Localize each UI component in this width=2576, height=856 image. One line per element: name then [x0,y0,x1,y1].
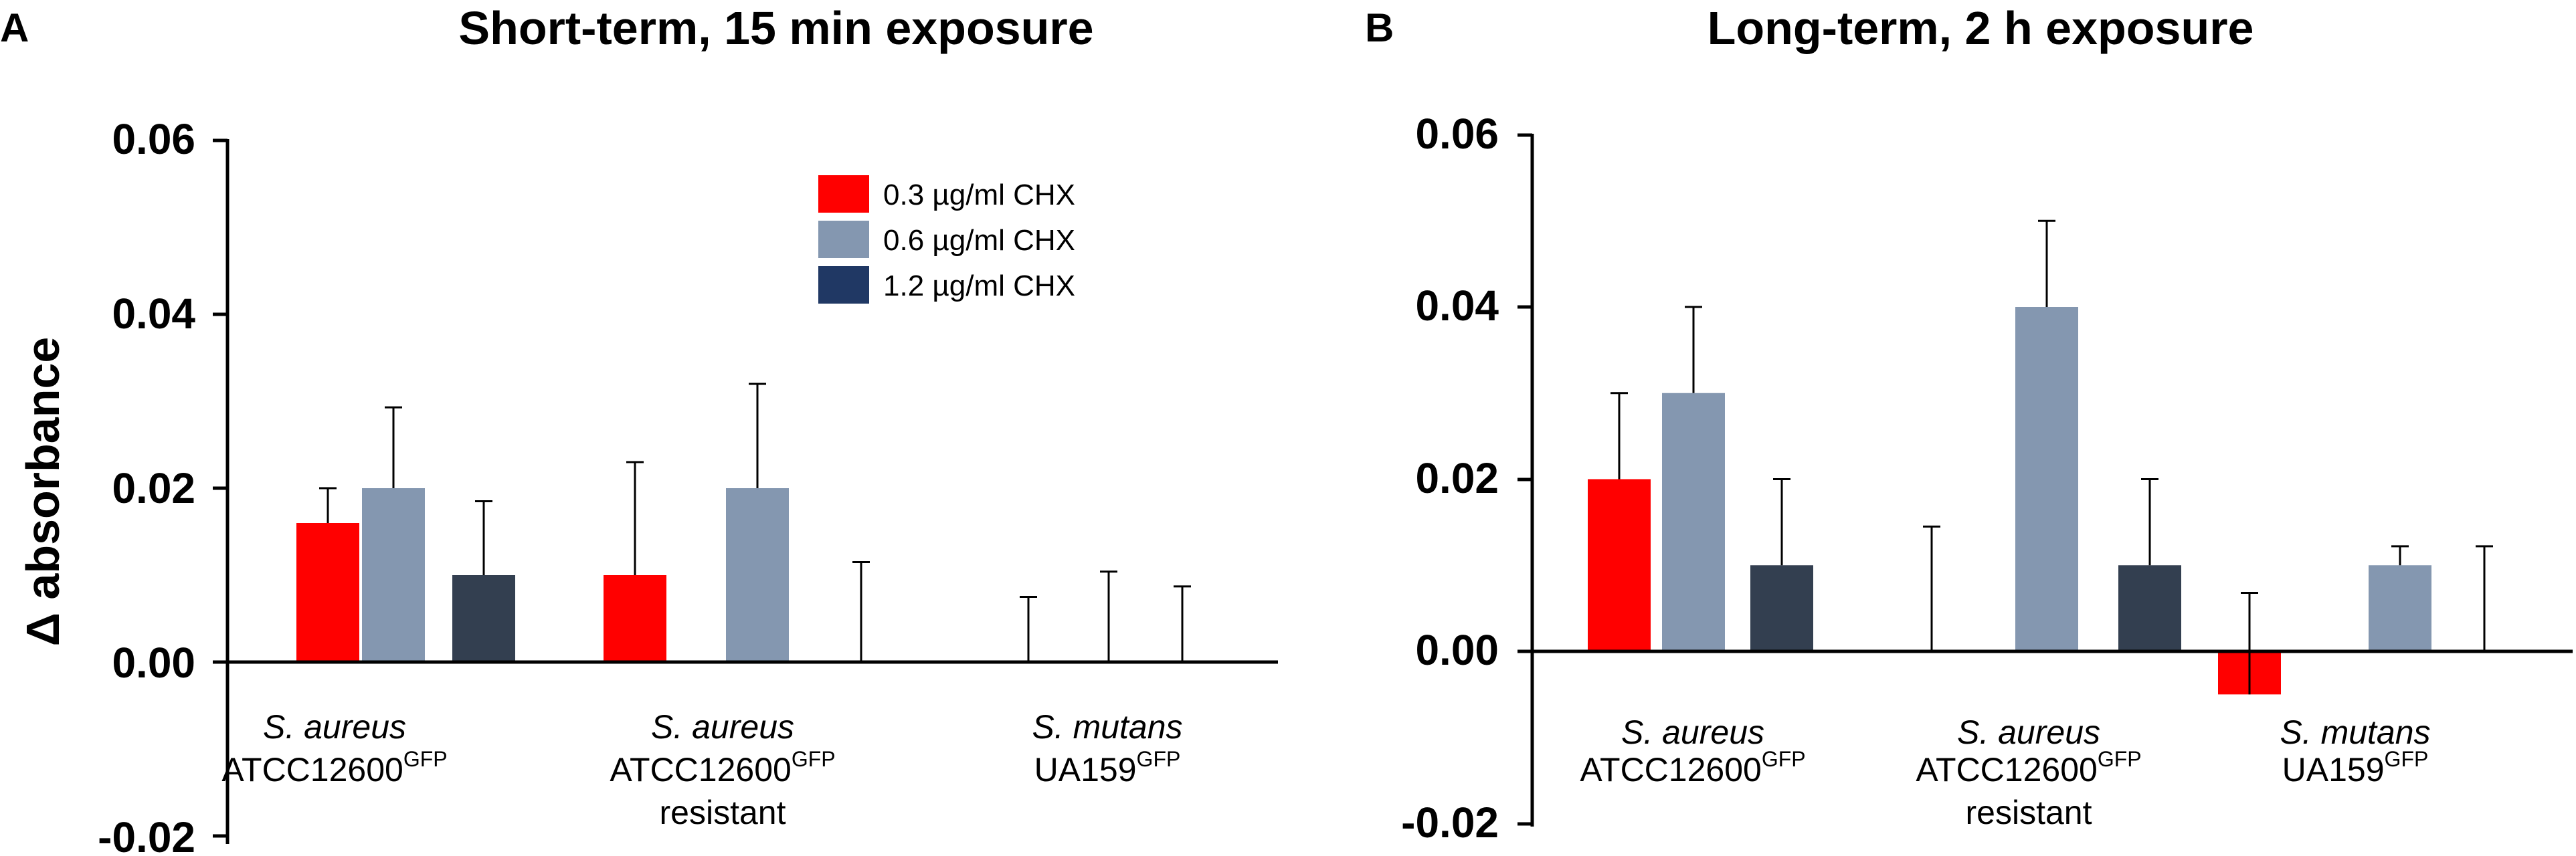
legend-swatch-0-6 [818,221,869,258]
category-extra: resistant [1966,794,2092,831]
y-tick-label: 0.04 [112,290,195,338]
bar-0-6-cat-2 [726,488,789,662]
bar-1-2-cat-1 [452,575,515,662]
strain-name: ATCC12600 [221,751,403,788]
error-bar-1-2-cat-2 [852,561,870,662]
error-bar-0-6-cat-3 [1100,570,1117,662]
panel-b: B Long-term, 2 h exposure 0.06 0.04 0.02… [1365,2,2573,847]
error-bar-0-3-cat-3 [2241,591,2258,695]
strain-superscript: GFP [1762,747,1806,771]
error-bar-0-3-cat-2 [626,461,644,575]
category-strain: UA159GFP [1034,747,1181,788]
strain-name: ATCC12600 [610,751,791,788]
category-strain: ATCC12600GFP [610,747,835,788]
bar-0-6-cat-2 [2015,307,2078,651]
panel-a-title: Short-term, 15 min exposure [458,2,1093,54]
legend: 0.3 µg/ml CHX 0.6 µg/ml CHX 1.2 µg/ml CH… [818,175,1075,304]
bar-1-2-cat-2 [2118,565,2181,651]
legend-swatch-0-3 [818,175,869,213]
error-bar-1-2-cat-3 [2476,545,2493,651]
y-tick-label: 0.06 [112,115,195,163]
bar-0-3-cat-1 [296,523,359,662]
category-species: S. aureus [263,708,406,746]
panel-b-category-labels: S. aureus ATCC12600GFP S. aureus ATCC126… [1580,714,2430,831]
category-species: S. aureus [1957,714,2100,751]
y-tick-label: 0.02 [1415,454,1499,502]
bar-0-6-cat-3 [2369,565,2431,651]
category-strain: ATCC12600GFP [221,747,447,788]
bar-0-3-cat-2 [604,575,666,662]
y-tick-label: 0.00 [1415,626,1499,674]
category-species: S. mutans [2280,714,2430,751]
legend-label: 1.2 µg/ml CHX [883,270,1075,302]
error-bar-1-2-cat-1 [475,500,492,575]
error-bar-0-6-cat-1 [385,406,402,488]
error-bar-0-6-cat-1 [1685,306,1702,393]
error-bar-1-2-cat-1 [1773,478,1790,566]
error-bar-0-3-cat-1 [1611,392,1628,479]
panel-a-category-labels: S. aureus ATCC12600GFP S. aureus ATCC126… [221,708,1182,831]
error-bar-0-3-cat-3 [1020,596,1037,662]
category-strain: UA159GFP [2282,747,2429,788]
strain-name: ATCC12600 [1916,751,2097,788]
strain-superscript: GFP [2385,747,2429,771]
error-bar-0-6-cat-2 [2038,219,2055,307]
strain-name: ATCC12600 [1580,751,1761,788]
panel-a-letter: A [0,5,29,50]
strain-superscript: GFP [792,747,836,771]
panel-b-letter: B [1365,5,1394,50]
panel-b-axes [1517,133,2573,827]
category-species: S. mutans [1032,708,1182,746]
panel-b-y-tick-labels: 0.06 0.04 0.02 0.00 -0.02 [1401,110,1499,847]
panel-b-bars [1588,307,2431,695]
error-bar-0-3-cat-2 [1923,525,1940,651]
panel-b-title: Long-term, 2 h exposure [1708,2,2254,54]
panel-a: A Short-term, 15 min exposure Δ absorban… [0,2,1278,856]
category-species: S. aureus [651,708,794,746]
strain-superscript: GFP [2098,747,2142,771]
y-tick-label: 0.04 [1415,282,1499,330]
y-tick-label: 0.02 [112,464,195,512]
bar-1-2-cat-1 [1750,565,1813,651]
bar-0-6-cat-1 [1662,393,1725,651]
category-strain: ATCC12600GFP [1580,747,1805,788]
y-tick-label: -0.02 [98,813,195,856]
panel-a-error-bars [319,383,1191,662]
panel-a-bars [296,488,789,662]
category-extra: resistant [660,794,786,831]
panel-b-error-bars [1611,219,2493,695]
strain-name: UA159 [1034,751,1137,788]
panel-a-axes [213,138,1278,844]
y-tick-label: -0.02 [1401,798,1499,847]
error-bar-0-6-cat-2 [749,383,766,488]
legend-swatch-1-2 [818,266,869,304]
category-species: S. aureus [1621,714,1764,751]
bar-0-6-cat-1 [362,488,425,662]
panel-a-y-tick-labels: 0.06 0.04 0.02 0.00 -0.02 [98,115,195,856]
strain-superscript: GFP [1137,747,1181,771]
error-bar-1-2-cat-3 [1174,585,1191,662]
error-bar-0-6-cat-3 [2391,545,2409,566]
y-tick-label: 0.06 [1415,110,1499,158]
strain-superscript: GFP [403,747,448,771]
legend-label: 0.3 µg/ml CHX [883,179,1075,211]
y-tick-label: 0.00 [112,639,195,687]
legend-label: 0.6 µg/ml CHX [883,224,1075,257]
category-strain: ATCC12600GFP [1916,747,2141,788]
strain-name: UA159 [2282,751,2385,788]
panel-a-y-axis-title: Δ absorbance [17,337,69,647]
error-bar-0-3-cat-1 [319,487,337,523]
error-bar-1-2-cat-2 [2141,478,2158,566]
bar-0-3-cat-1 [1588,479,1651,651]
